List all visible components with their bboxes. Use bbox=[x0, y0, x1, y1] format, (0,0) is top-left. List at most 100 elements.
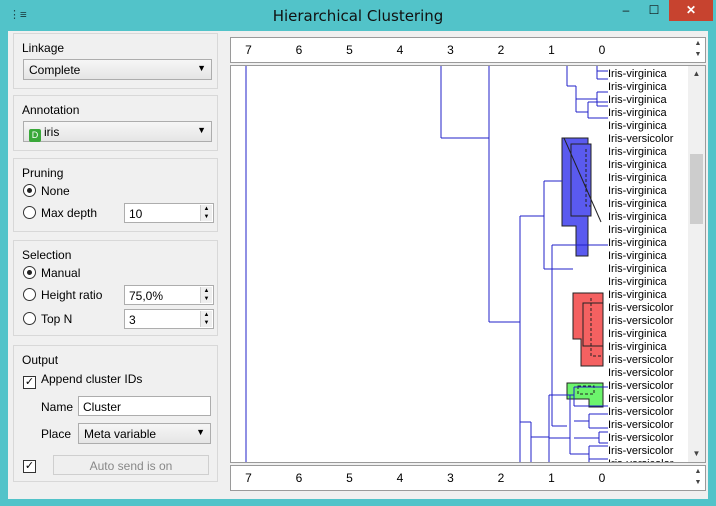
axis-tick-label: 4 bbox=[397, 43, 404, 57]
leaf-label: Iris-virginica bbox=[608, 211, 668, 223]
max-depth-spinbox[interactable]: 10 ▲ ▼ bbox=[124, 203, 214, 223]
radio-on-icon bbox=[23, 184, 36, 197]
chevron-down-icon: ▼ bbox=[197, 125, 206, 135]
leaf-label: Iris-versicolor bbox=[608, 315, 674, 327]
scroll-down-icon[interactable]: ▼ bbox=[692, 449, 701, 458]
scroll-up-icon[interactable]: ▲ bbox=[692, 69, 701, 78]
leaf-label: Iris-virginica bbox=[608, 146, 668, 158]
dendrogram-canvas[interactable]: Iris-virginicaIris-virginicaIris-virgini… bbox=[231, 66, 689, 462]
top-n-label: Top N bbox=[41, 312, 73, 326]
leaf-label: Iris-virginica bbox=[608, 159, 668, 171]
maximize-button[interactable]: ☐ bbox=[648, 3, 660, 17]
annotation-value: iris bbox=[44, 125, 60, 139]
axis-tick-label: 3 bbox=[447, 43, 454, 57]
leaf-label: Iris-virginica bbox=[608, 185, 668, 197]
axis-tick-label: 0 bbox=[599, 471, 606, 485]
auto-send-button[interactable]: Auto send is on bbox=[53, 455, 209, 475]
leaf-label: Iris-virginica bbox=[608, 94, 668, 106]
leaf-label: Iris-versicolor bbox=[608, 419, 674, 431]
cluster-name-input[interactable]: Cluster bbox=[78, 396, 211, 416]
spin-arrows-icon[interactable]: ▲ ▼ bbox=[200, 311, 212, 327]
leaf-label: Iris-virginica bbox=[608, 224, 668, 236]
scroll-thumb[interactable] bbox=[690, 154, 703, 224]
selection-title: Selection bbox=[22, 248, 72, 262]
height-ratio-label: Height ratio bbox=[41, 288, 103, 302]
selection-top-n-radio[interactable]: Top N bbox=[23, 312, 72, 326]
linkage-title: Linkage bbox=[22, 41, 65, 55]
chevron-down-icon: ▼ bbox=[197, 63, 206, 73]
selection-group: Selection Manual Height ratio 75,0% ▲ ▼ T… bbox=[13, 240, 218, 336]
selection-manual-radio[interactable]: Manual bbox=[23, 266, 80, 280]
window-title: Hierarchical Clustering bbox=[272, 7, 444, 25]
leaf-label: Iris-versicolor bbox=[608, 367, 674, 379]
leaf-label: Iris-virginica bbox=[608, 107, 668, 119]
radio-on-icon bbox=[23, 266, 36, 279]
leaf-label: Iris-versicolor bbox=[608, 380, 674, 392]
radio-off-icon bbox=[23, 312, 36, 325]
bottom-axis-ticks: 7 6 5 4 3 2 1 0 bbox=[245, 471, 606, 485]
axis-tick-label: 2 bbox=[498, 43, 505, 57]
axis-tick-label: 4 bbox=[397, 471, 404, 485]
leaf-label: Iris-virginica bbox=[608, 263, 668, 275]
leaf-label: Iris-versicolor bbox=[608, 133, 674, 145]
app-icon: ⋮≡ bbox=[9, 8, 27, 21]
leaf-label: Iris-versicolor bbox=[608, 458, 674, 462]
place-value: Meta variable bbox=[84, 427, 157, 441]
chevron-down-icon: ▼ bbox=[196, 427, 205, 437]
cluster-link-line bbox=[585, 149, 591, 207]
leaf-label: Iris-versicolor bbox=[608, 302, 674, 314]
axis-tick-label: 2 bbox=[498, 471, 505, 485]
leaf-label: Iris-versicolor bbox=[608, 432, 674, 444]
minimize-button[interactable]: – bbox=[622, 3, 630, 17]
linkage-value: Complete bbox=[29, 63, 81, 77]
leaf-label: Iris-versicolor bbox=[608, 445, 674, 457]
checkmark-icon: ✓ bbox=[23, 376, 36, 389]
place-combo[interactable]: Meta variable ▼ bbox=[78, 423, 211, 444]
axis-scroll-arrows-icon[interactable]: ▲ ▼ bbox=[694, 40, 702, 58]
leaf-label: Iris-virginica bbox=[608, 120, 668, 132]
axis-tick-label: 1 bbox=[548, 471, 555, 485]
close-button[interactable]: ✕ bbox=[669, 0, 713, 21]
spin-arrows-icon[interactable]: ▲ ▼ bbox=[200, 287, 212, 303]
cluster-link-line bbox=[590, 298, 601, 357]
radio-off-icon bbox=[23, 288, 36, 301]
pruning-max-depth-radio[interactable]: Max depth bbox=[23, 206, 97, 220]
annotation-title: Annotation bbox=[22, 103, 80, 117]
dendrogram-scrollbar[interactable]: ▲ ▼ bbox=[688, 66, 705, 462]
radio-off-icon bbox=[23, 206, 36, 219]
axis-tick-label: 3 bbox=[447, 471, 454, 485]
spin-arrows-icon[interactable]: ▲ ▼ bbox=[200, 205, 212, 221]
linkage-group: Linkage Complete ▼ bbox=[13, 33, 218, 89]
cluster-link-line bbox=[577, 385, 595, 395]
axis-scroll-arrows-icon[interactable]: ▲ ▼ bbox=[694, 468, 702, 486]
append-cluster-ids-checkbox[interactable]: ✓ Append cluster IDs bbox=[23, 372, 142, 389]
pruning-title: Pruning bbox=[22, 166, 64, 180]
cluster-selection-block[interactable] bbox=[566, 382, 604, 408]
pruning-none-radio[interactable]: None bbox=[23, 184, 70, 198]
cluster-selection-block[interactable] bbox=[582, 302, 604, 347]
title-bar[interactable]: ⋮≡ Hierarchical Clustering – ☐ ✕ bbox=[0, 0, 716, 32]
axis-tick-label: 5 bbox=[346, 43, 353, 57]
height-ratio-spinbox[interactable]: 75,0% ▲ ▼ bbox=[124, 285, 214, 305]
leaf-label: Iris-virginica bbox=[608, 172, 668, 184]
axis-tick-label: 7 bbox=[245, 43, 252, 57]
selection-height-ratio-radio[interactable]: Height ratio bbox=[23, 288, 102, 302]
leaf-label: Iris-virginica bbox=[608, 341, 668, 353]
top-n-spinbox[interactable]: 3 ▲ ▼ bbox=[124, 309, 214, 329]
pruning-none-label: None bbox=[41, 184, 70, 198]
leaf-label: Iris-versicolor bbox=[608, 393, 674, 405]
linkage-combo[interactable]: Complete ▼ bbox=[23, 59, 212, 80]
top-axis: 7 6 5 4 3 2 1 0 ▲ ▼ bbox=[230, 37, 706, 63]
leaf-label: Iris-virginica bbox=[608, 276, 668, 288]
axis-tick-label: 7 bbox=[245, 471, 252, 485]
auto-send-checkbox[interactable]: ✓ bbox=[23, 456, 41, 473]
top-n-value: 3 bbox=[129, 313, 136, 327]
dendrogram-view[interactable]: Iris-virginica Iris-virginica Iris-virgini… bbox=[230, 65, 706, 463]
bottom-axis: 7 6 5 4 3 2 1 0 ▲ ▼ bbox=[230, 465, 706, 491]
axis-tick-label: 0 bbox=[599, 43, 606, 57]
cluster-selection-block[interactable] bbox=[570, 143, 592, 217]
